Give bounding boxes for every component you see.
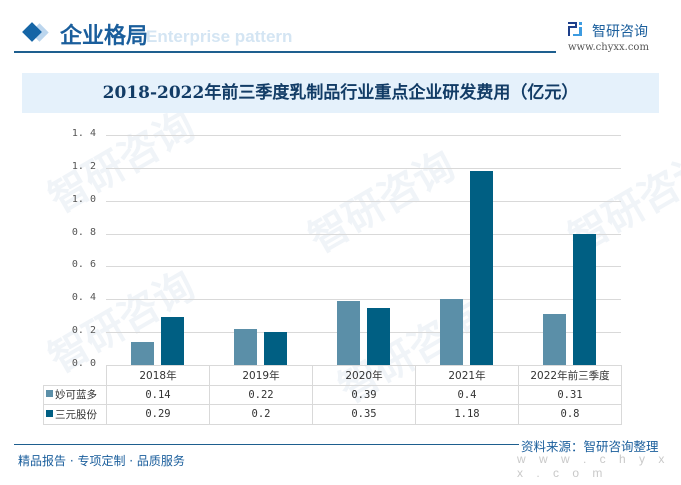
- y-tick-label: 1. 0: [71, 193, 96, 205]
- table-cell: 0.8: [518, 404, 622, 425]
- bar: [160, 317, 184, 365]
- footer-url: w w w . c h y x x . c o m: [517, 452, 670, 480]
- plot-area: [106, 135, 621, 365]
- category-2020: 2020年: [312, 365, 416, 386]
- table-cell: 0.14: [106, 384, 210, 405]
- legend-sanyuan: 三元股份: [43, 404, 107, 425]
- gridline: [106, 233, 621, 235]
- table-row: 三元股份 0.29 0.2 0.35 1.18 0.8: [43, 404, 622, 425]
- legend-swatch-icon: [46, 390, 53, 398]
- table-corner: [43, 365, 107, 386]
- footer-slogan: 精品报告 · 专项定制 · 品质服务: [18, 454, 185, 468]
- table-cell: 0.29: [106, 404, 210, 425]
- logo-text: 智研咨询: [592, 24, 648, 40]
- series-name: 三元股份: [55, 408, 97, 421]
- y-tick-label: 1. 4: [71, 128, 96, 139]
- gridline: [106, 200, 621, 202]
- gridline: [106, 135, 621, 136]
- section-subtitle-watermark: Enterprise pattern: [146, 27, 293, 46]
- table-cell: 0.4: [415, 384, 519, 405]
- header: Enterprise pattern 企业格局 智研咨询 www.chyxx.c…: [0, 0, 681, 60]
- bar: [439, 299, 463, 365]
- table-cell: 1.18: [415, 404, 519, 425]
- table-cell: 0.22: [209, 384, 313, 405]
- bar: [233, 328, 257, 365]
- y-tick-label: 0. 2: [71, 325, 96, 337]
- data-table: 2018年 2019年 2020年 2021年 2022年前三季度 妙可蓝多 0…: [43, 365, 622, 425]
- series-name: 妙可蓝多: [55, 389, 97, 402]
- footer-divider: [14, 444, 519, 445]
- source-note: 资料来源：智研咨询整理: [521, 439, 659, 454]
- table-cell: 0.39: [312, 384, 416, 405]
- bar: [542, 314, 566, 365]
- category-2021: 2021年: [415, 365, 519, 386]
- category-2022q3: 2022年前三季度: [518, 365, 622, 386]
- y-tick-label: 1. 2: [71, 160, 96, 172]
- logo-url: www.chyxx.com: [568, 42, 649, 53]
- table-header-row: 2018年 2019年 2020年 2021年 2022年前三季度: [43, 365, 622, 386]
- header-divider: [14, 51, 556, 53]
- category-2018: 2018年: [106, 365, 210, 386]
- y-tick-label: 0. 0: [71, 358, 96, 369]
- table-cell: 0.35: [312, 404, 416, 425]
- gridline: [106, 266, 621, 268]
- legend-swatch-icon: [46, 409, 53, 417]
- gridline: [106, 332, 621, 334]
- chyxx-logo-icon: [568, 22, 582, 36]
- gridline: [106, 167, 621, 169]
- table-row: 妙可蓝多 0.14 0.22 0.39 0.4 0.31: [43, 384, 622, 405]
- chart-title: 2018-2022年前三季度乳制品行业重点企业研发费用（亿元）: [22, 73, 659, 113]
- bar: [572, 233, 596, 365]
- table-cell: 0.31: [518, 384, 622, 405]
- y-tick-label: 0. 8: [71, 226, 96, 238]
- table-cell: 0.2: [209, 404, 313, 425]
- y-tick-label: 0. 4: [71, 292, 96, 304]
- category-2019: 2019年: [209, 365, 313, 386]
- bar: [366, 307, 390, 365]
- bar: [130, 342, 154, 365]
- bar: [469, 171, 493, 365]
- legend-miaokelanduo: 妙可蓝多: [43, 384, 107, 405]
- section-title: 企业格局: [60, 23, 149, 49]
- bar: [336, 300, 360, 365]
- y-tick-label: 0. 6: [71, 259, 96, 271]
- gridline: [106, 299, 621, 301]
- bar: [263, 332, 287, 365]
